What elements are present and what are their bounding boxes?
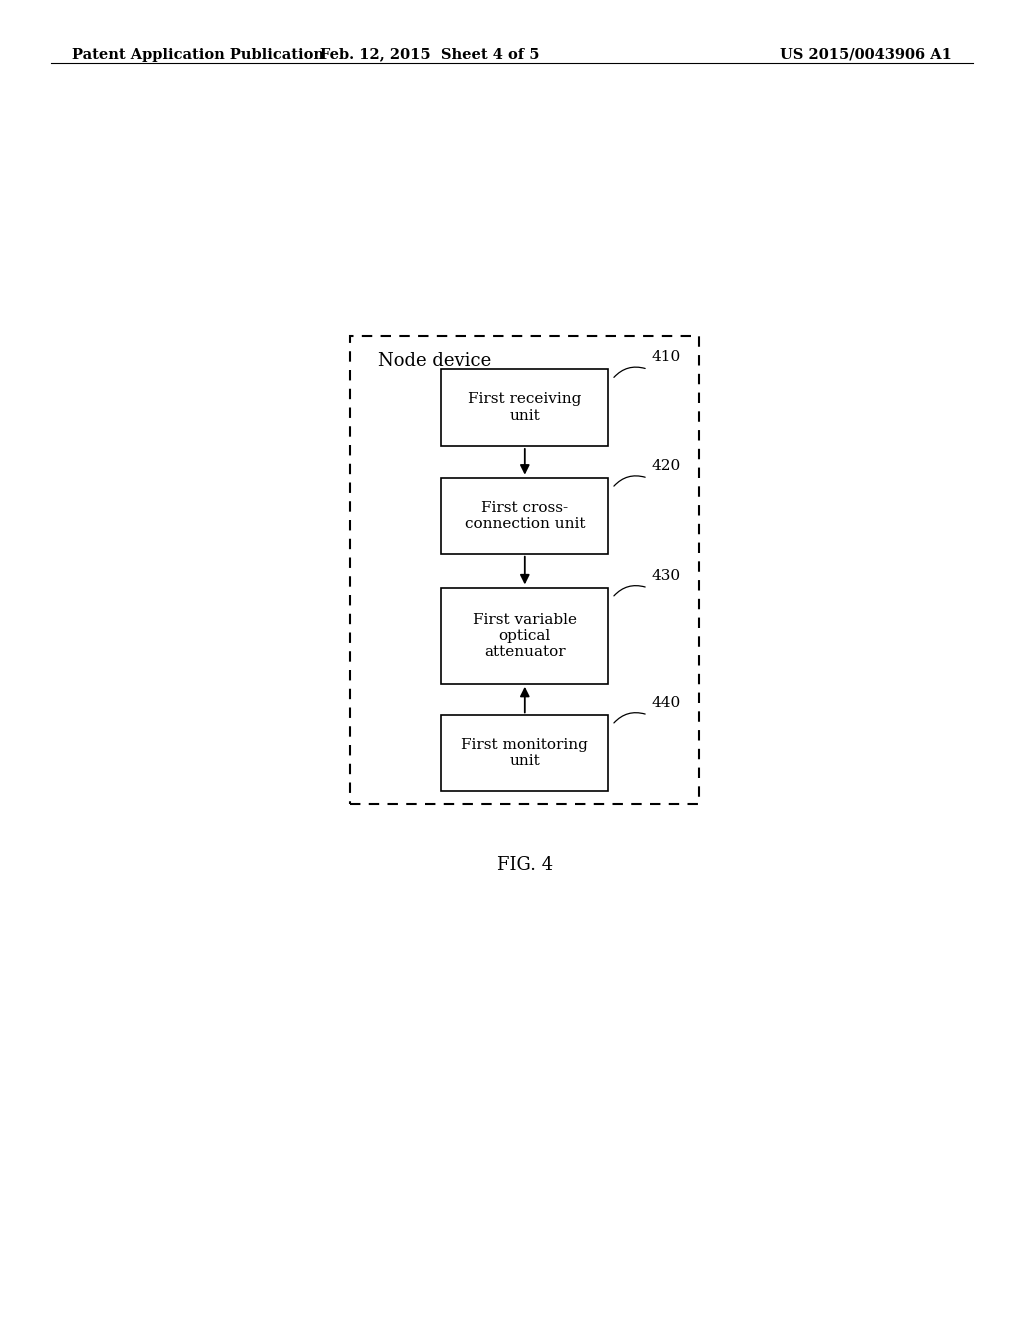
Bar xyxy=(441,715,608,791)
Text: Node device: Node device xyxy=(378,351,492,370)
Text: Feb. 12, 2015  Sheet 4 of 5: Feb. 12, 2015 Sheet 4 of 5 xyxy=(321,48,540,62)
Bar xyxy=(441,370,608,446)
Text: First receiving
unit: First receiving unit xyxy=(468,392,582,422)
Text: FIG. 4: FIG. 4 xyxy=(497,855,553,874)
Bar xyxy=(441,587,608,684)
Bar xyxy=(441,478,608,554)
Text: First cross-
connection unit: First cross- connection unit xyxy=(465,502,585,531)
Text: First variable
optical
attenuator: First variable optical attenuator xyxy=(473,612,577,659)
Text: 420: 420 xyxy=(652,459,681,473)
Text: Patent Application Publication: Patent Application Publication xyxy=(72,48,324,62)
Text: First monitoring
unit: First monitoring unit xyxy=(462,738,588,768)
Text: 430: 430 xyxy=(652,569,681,582)
Text: 410: 410 xyxy=(652,350,681,364)
Bar xyxy=(350,337,699,804)
Text: US 2015/0043906 A1: US 2015/0043906 A1 xyxy=(780,48,952,62)
Text: 440: 440 xyxy=(652,696,681,710)
